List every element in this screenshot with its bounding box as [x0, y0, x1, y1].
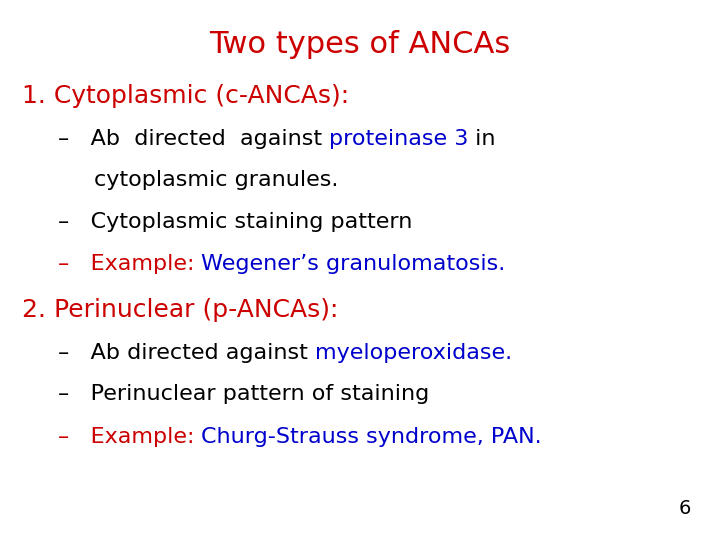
Text: 2. Perinuclear (p-ANCAs):: 2. Perinuclear (p-ANCAs): — [22, 298, 338, 322]
Text: –   Example:: – Example: — [58, 427, 201, 447]
Text: Two types of ANCAs: Two types of ANCAs — [210, 30, 510, 59]
Text: Churg-Strauss syndrome, PAN.: Churg-Strauss syndrome, PAN. — [201, 427, 542, 447]
Text: cytoplasmic granules.: cytoplasmic granules. — [94, 170, 338, 190]
Text: –   Cytoplasmic staining pattern: – Cytoplasmic staining pattern — [58, 212, 412, 232]
Text: 6: 6 — [679, 500, 691, 518]
Text: proteinase 3: proteinase 3 — [329, 129, 468, 148]
Text: myeloperoxidase.: myeloperoxidase. — [315, 343, 512, 363]
Text: –   Perinuclear pattern of staining: – Perinuclear pattern of staining — [58, 384, 429, 404]
Text: –   Example:: – Example: — [58, 254, 201, 274]
Text: –   Ab directed against: – Ab directed against — [58, 343, 315, 363]
Text: 1. Cytoplasmic (c-ANCAs):: 1. Cytoplasmic (c-ANCAs): — [22, 84, 348, 107]
Text: in: in — [468, 129, 496, 148]
Text: Wegener’s granulomatosis.: Wegener’s granulomatosis. — [201, 254, 505, 274]
Text: –   Ab  directed  against: – Ab directed against — [58, 129, 329, 148]
